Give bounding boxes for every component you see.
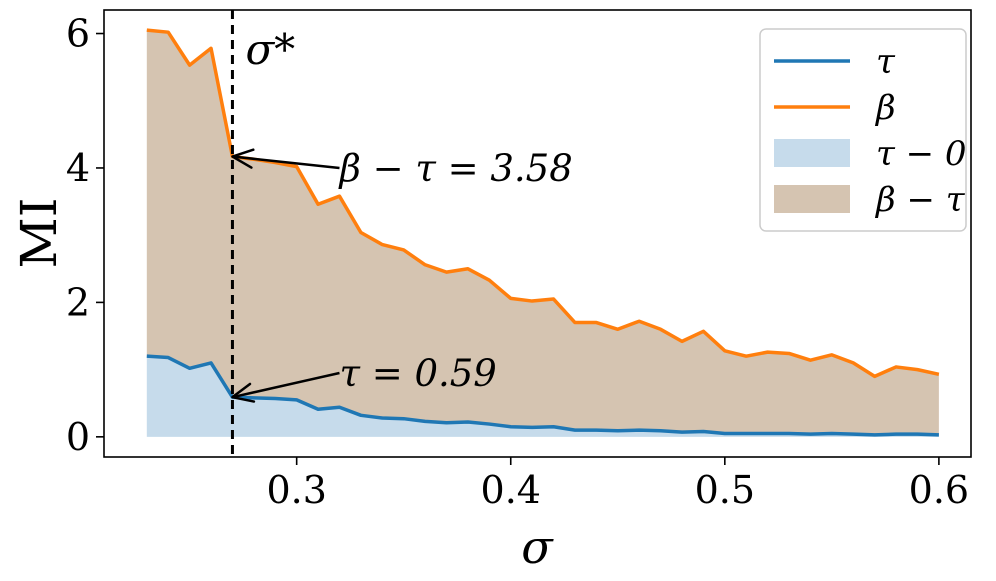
y-tick-label-3: 6 [66,12,90,56]
legend-label-0: τ [876,42,896,82]
y-tick-label-2: 4 [66,146,90,190]
sigma-star-label: σ* [245,25,295,74]
x-tick-label-3: 0.6 [909,468,969,512]
x-tick-label-2: 0.5 [695,468,755,512]
legend-label-2: τ − 0 [876,134,967,174]
fill-area-0 [146,356,939,437]
fill-area-1 [146,30,939,435]
plot-frame [103,9,972,458]
annotation-arrow-0 [232,155,340,170]
x-tick-label-0: 0.3 [266,468,326,512]
y-axis-ticks: 0 2 4 6 [66,12,104,459]
series-lines [146,28,940,437]
annotations: β − τ = 3.58 τ = 0.59 [231,147,573,403]
legend-box [759,28,967,232]
legend-swatch-3 [774,185,850,213]
y-axis-label: MI [10,198,68,269]
series-line-0 [146,354,939,437]
series-line-1 [146,28,940,379]
sigma-star-line-group: σ* [230,10,295,457]
annotation-arrowhead-0 [231,148,255,169]
legend-label-3: β − τ [874,180,966,220]
annotation-label-1: τ = 0.59 [339,352,496,395]
x-axis-ticks: 0.3 0.4 0.5 0.6 [266,457,969,512]
y-tick-label-0: 0 [66,415,90,459]
legend-label-1: β [874,88,896,128]
area-fills [146,30,939,437]
legend-swatch-2 [774,139,850,167]
legend: τβ τ − 0 β − τ [759,28,967,232]
y-tick-label-1: 2 [66,280,90,324]
x-tick-label-1: 0.4 [481,468,541,512]
annotation-arrowhead-1 [231,382,256,403]
annotation-arrow-1 [232,371,340,399]
annotation-label-0: β − τ = 3.58 [337,147,572,190]
x-axis-label: σ [521,520,554,574]
